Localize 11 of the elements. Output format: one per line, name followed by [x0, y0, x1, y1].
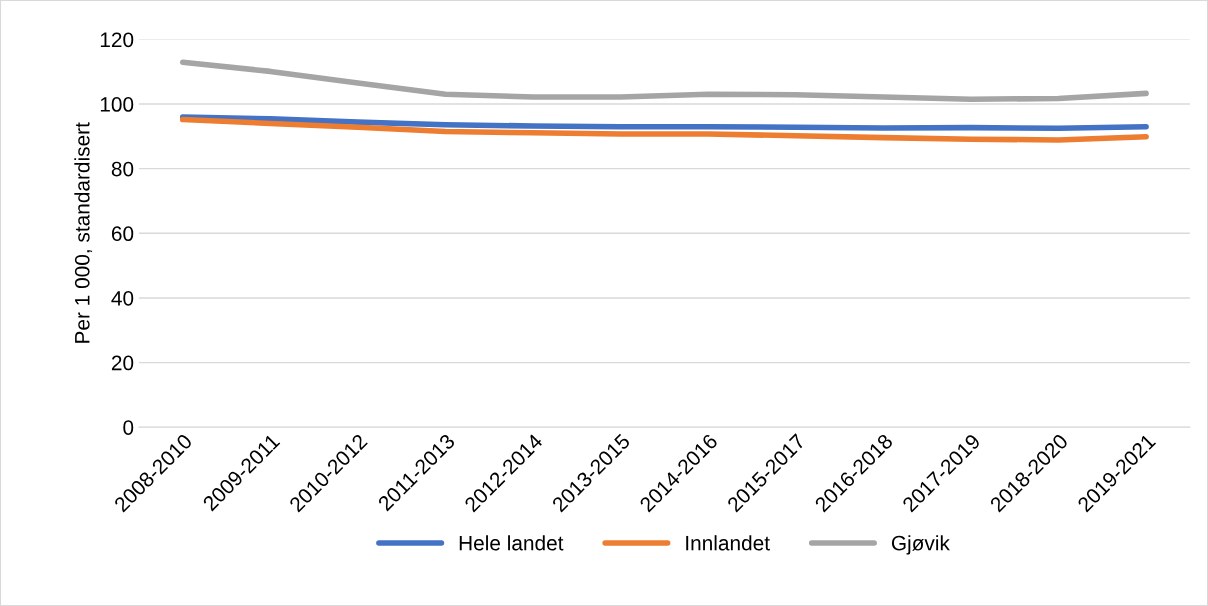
y-tick-label: 100	[100, 97, 134, 112]
y-axis-title: Per 1 000, standardisert	[74, 122, 93, 343]
y-tick-label: 60	[111, 226, 134, 242]
y-tick-label: 120	[100, 32, 134, 48]
legend-label: Innlandet	[686, 535, 770, 551]
y-tick-label: 0	[123, 420, 134, 435]
legend-label: Gjøvik	[891, 535, 950, 555]
y-tick-label: 40	[111, 290, 134, 306]
y-tick-label: 80	[111, 161, 134, 177]
y-tick-label: 20	[111, 355, 134, 371]
legend-label: Hele landet	[459, 535, 564, 551]
